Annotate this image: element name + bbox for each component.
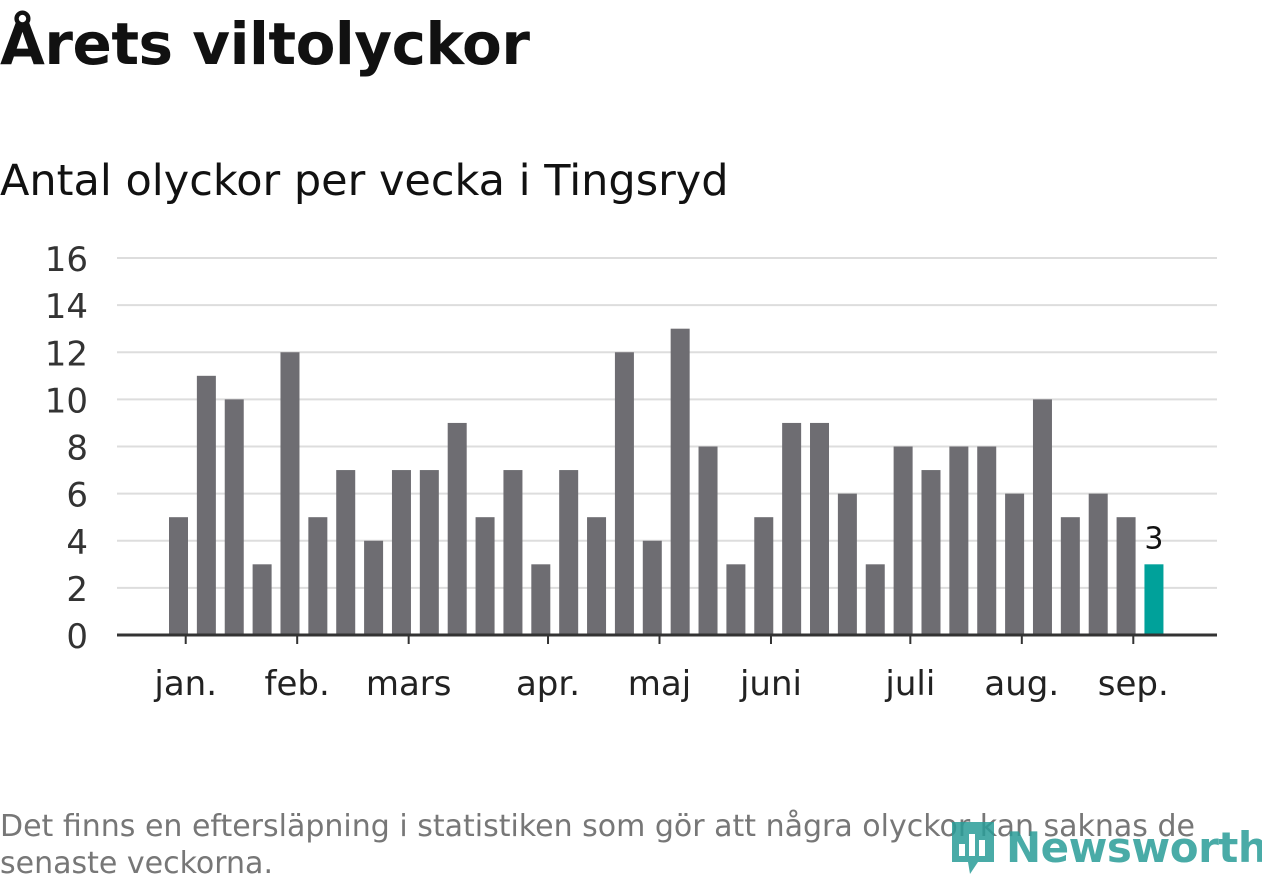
- y-tick-label: 4: [66, 523, 88, 563]
- x-tick-label: apr.: [516, 664, 580, 704]
- footnote: Det finns en eftersläpning i statistiken…: [0, 809, 1195, 881]
- bar: [364, 540, 384, 635]
- y-tick-label: 2: [66, 570, 88, 610]
- bar: [893, 446, 913, 635]
- bar: [698, 446, 718, 635]
- bar: [614, 352, 634, 635]
- bar: [336, 470, 356, 635]
- bar: [1088, 493, 1108, 635]
- bar: [1032, 399, 1052, 635]
- chart-title: Årets viltolyckor: [0, 10, 530, 78]
- bar: [419, 470, 439, 635]
- bar: [308, 517, 328, 635]
- x-tick-label: sep.: [1098, 664, 1169, 704]
- bar: [726, 564, 746, 635]
- bar: [837, 493, 857, 635]
- bar: [447, 422, 467, 635]
- y-tick-label: 12: [45, 334, 88, 374]
- y-tick-label: 0: [66, 617, 88, 657]
- bar: [280, 352, 300, 635]
- bar: [391, 470, 411, 635]
- x-tick-label: maj: [628, 664, 691, 704]
- y-tick-label: 10: [45, 381, 88, 421]
- y-tick-label: 14: [45, 287, 88, 327]
- data-label: 3: [1144, 521, 1163, 556]
- x-tick-label: juli: [884, 664, 935, 704]
- bar-highlight: [1144, 564, 1164, 635]
- y-tick-label: 6: [66, 476, 88, 516]
- bar: [977, 446, 997, 635]
- bar: [754, 517, 774, 635]
- bar: [921, 470, 941, 635]
- bar: [865, 564, 885, 635]
- bar: [475, 517, 495, 635]
- bar: [1005, 493, 1025, 635]
- x-tick-label: juni: [739, 664, 802, 704]
- bar: [503, 470, 523, 635]
- newsworthy-logo-icon: [952, 822, 994, 874]
- chart-subtitle: Antal olyckor per vecka i Tingsryd: [0, 156, 729, 206]
- bar: [1060, 517, 1080, 635]
- bar: [169, 517, 188, 635]
- bar: [670, 328, 690, 635]
- x-tick-label: jan.: [153, 664, 217, 704]
- x-tick-label: feb.: [265, 664, 330, 704]
- bar: [531, 564, 551, 635]
- y-tick-label: 16: [45, 240, 88, 280]
- bar: [559, 470, 579, 635]
- bar: [782, 422, 802, 635]
- x-tick-label: aug.: [984, 664, 1059, 704]
- bar: [949, 446, 969, 635]
- bar: [587, 517, 607, 635]
- newsworthy-logo-text: Newsworthy: [1006, 822, 1262, 872]
- bar: [252, 564, 272, 635]
- bar: [642, 540, 662, 635]
- bar-chart: 0 2 4 6 8 10 12 14 16 3 jan. feb. mars apr. maj juni jul…: [45, 240, 1217, 704]
- bar: [196, 375, 216, 635]
- bar: [224, 399, 244, 635]
- y-tick-label: 8: [66, 429, 88, 469]
- newsworthy-logo: Newsworthy: [948, 815, 1262, 879]
- bar: [1116, 517, 1136, 635]
- x-tick-label: mars: [366, 664, 452, 704]
- bar: [810, 422, 830, 635]
